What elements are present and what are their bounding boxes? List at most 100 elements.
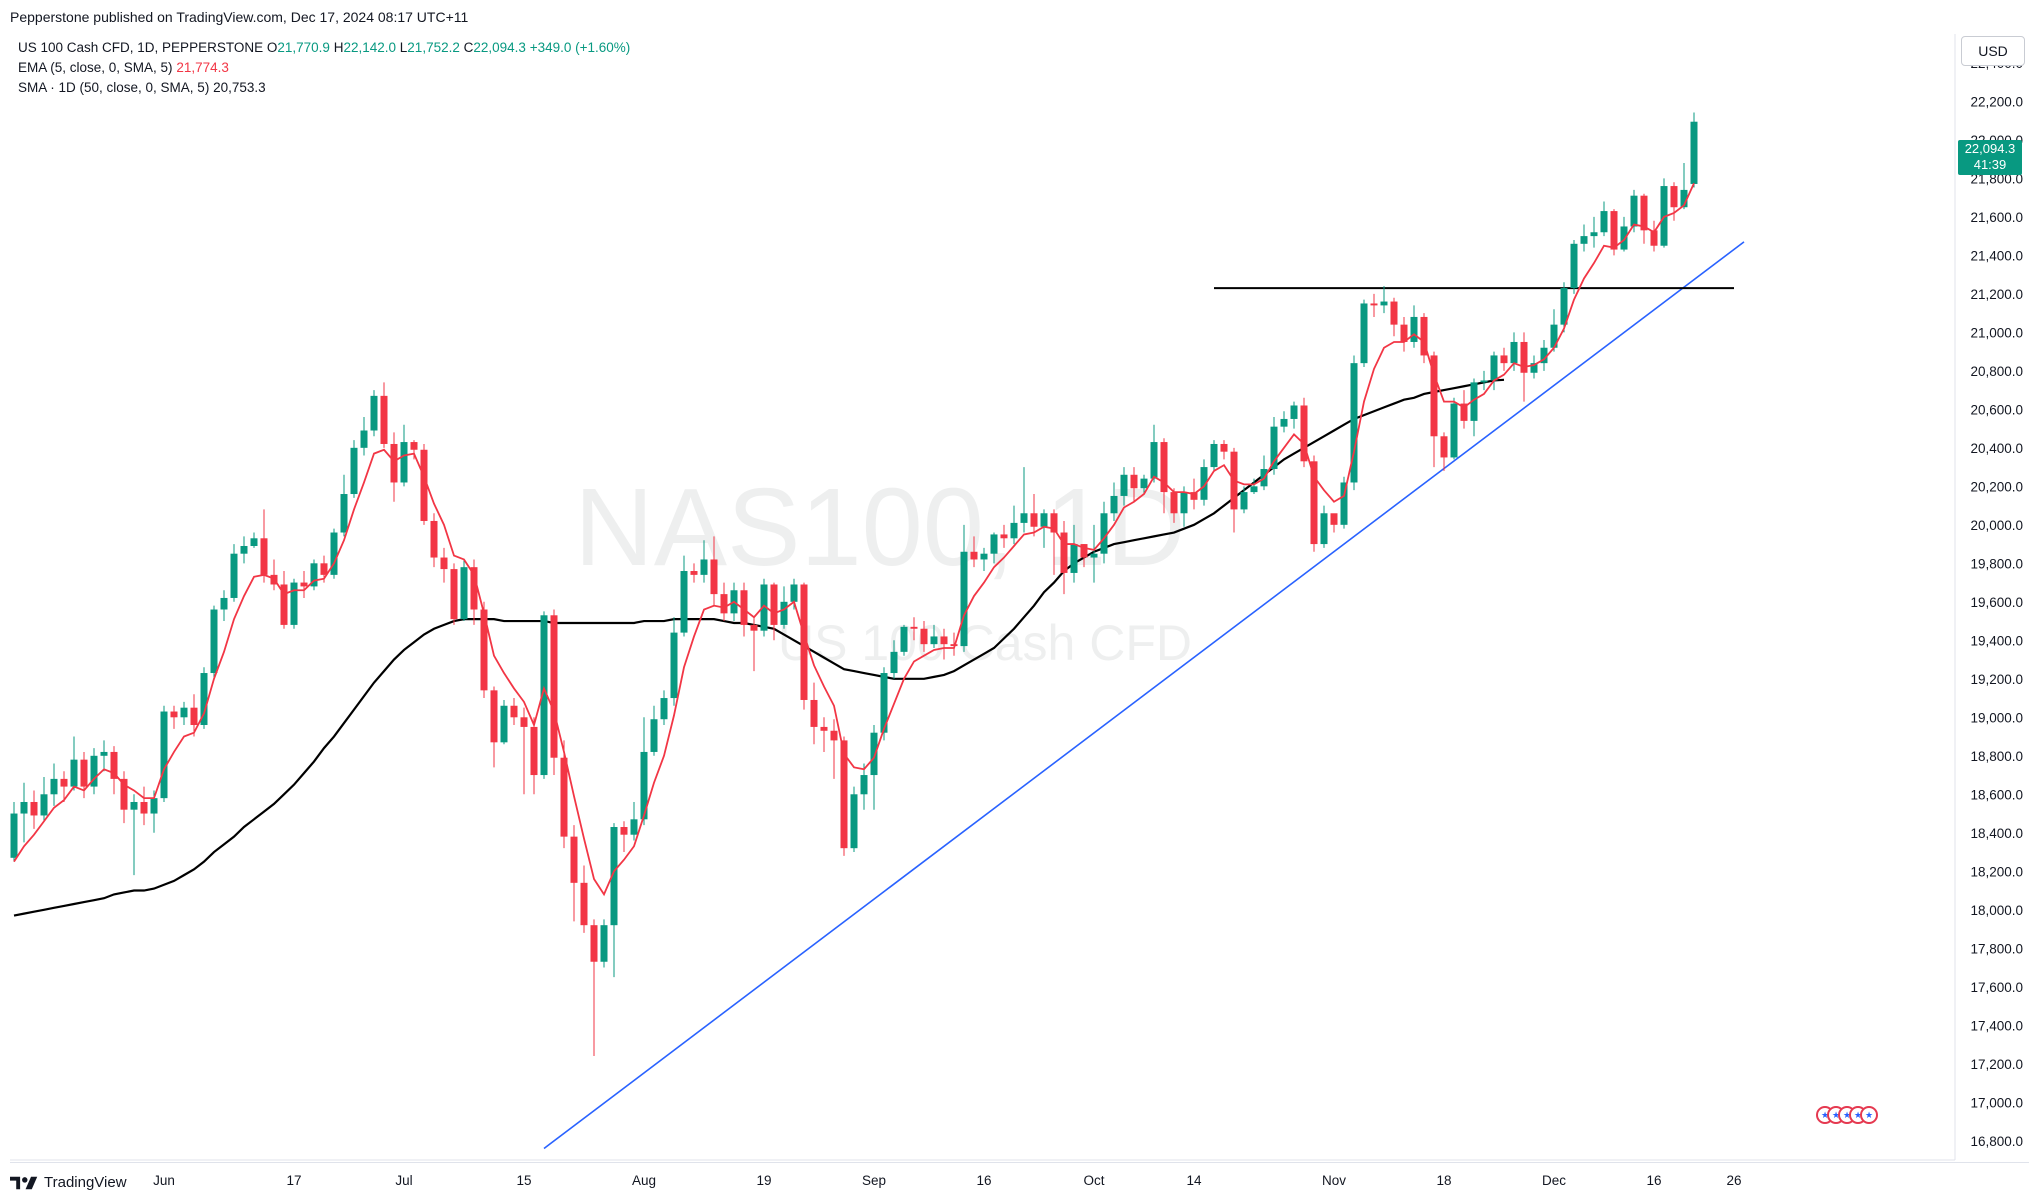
candle bbox=[1670, 182, 1678, 221]
candle-body bbox=[1640, 195, 1648, 231]
candle-body bbox=[1170, 492, 1178, 514]
candle-body bbox=[940, 636, 948, 645]
candle bbox=[1480, 370, 1488, 391]
candle-body bbox=[630, 819, 638, 835]
candle bbox=[640, 717, 648, 826]
candle-body bbox=[1330, 513, 1338, 525]
y-tick-label: 18,000.0 bbox=[1970, 903, 2023, 918]
candle-body bbox=[750, 624, 758, 631]
last-price-tag: 22,094.3 41:39 bbox=[1958, 140, 2022, 175]
time-axis[interactable]: Jun 17 Jul 15 Aug 19 Sep 16 Oct 14 Nov 18 Dec 16 26 bbox=[153, 1173, 1741, 1188]
candle bbox=[540, 611, 548, 779]
x-tick-label: Dec bbox=[1542, 1173, 1566, 1188]
candle bbox=[1550, 309, 1558, 352]
candle-body bbox=[410, 442, 418, 450]
candle-body bbox=[240, 545, 248, 554]
candle-body bbox=[330, 532, 338, 575]
candle-body bbox=[1270, 426, 1278, 470]
footer: TradingView bbox=[10, 1174, 127, 1191]
candle-body bbox=[620, 827, 628, 835]
candle bbox=[20, 782, 28, 843]
candle bbox=[1690, 112, 1698, 188]
candle bbox=[1420, 313, 1428, 364]
candle-body bbox=[1420, 316, 1428, 356]
candle bbox=[520, 707, 528, 795]
low-label: L bbox=[399, 40, 408, 55]
economic-events[interactable]: ★ ★ ★ ★ ★ bbox=[1816, 1106, 1878, 1124]
candle bbox=[680, 555, 688, 637]
candle-body bbox=[320, 563, 328, 575]
candle bbox=[900, 624, 908, 656]
candle bbox=[760, 578, 768, 637]
candle bbox=[1650, 220, 1658, 252]
candle bbox=[1270, 417, 1278, 475]
candle-body bbox=[470, 567, 478, 610]
trendline-group[interactable] bbox=[543, 241, 1745, 1150]
candle-body bbox=[650, 719, 658, 752]
candle-body bbox=[1580, 236, 1588, 244]
candle bbox=[360, 417, 368, 456]
candle-body bbox=[300, 582, 308, 587]
candle-body bbox=[1350, 363, 1358, 483]
x-tick-label: Jun bbox=[153, 1173, 175, 1188]
candle-body bbox=[920, 628, 928, 645]
candle-body bbox=[1310, 461, 1318, 545]
candle bbox=[1590, 216, 1598, 248]
x-tick-label: Jul bbox=[395, 1173, 412, 1188]
ema-row[interactable]: EMA (5, close, 0, SMA, 5) 21,774.3 bbox=[18, 58, 630, 78]
candle-body bbox=[110, 751, 118, 779]
candle bbox=[1200, 459, 1208, 506]
candle bbox=[280, 571, 288, 629]
publisher-line: Pepperstone published on TradingView.com… bbox=[10, 9, 469, 25]
sma-line bbox=[13, 378, 1505, 917]
candle bbox=[670, 617, 678, 706]
y-tick-label: 18,600.0 bbox=[1970, 787, 2023, 802]
candle-body bbox=[1440, 436, 1448, 458]
ema-line bbox=[13, 182, 1695, 897]
candle-body bbox=[510, 705, 518, 718]
candle-body bbox=[1380, 301, 1388, 306]
candle bbox=[90, 748, 98, 795]
y-tick-label: 21,200.0 bbox=[1970, 287, 2023, 302]
candle-body bbox=[1570, 243, 1578, 289]
y-tick-label: 19,400.0 bbox=[1970, 633, 2023, 648]
y-tick-label: 16,800.0 bbox=[1970, 1134, 2023, 1149]
candle-body bbox=[10, 813, 18, 858]
candle-body bbox=[860, 775, 868, 795]
candle bbox=[1100, 501, 1108, 564]
sma-row[interactable]: SMA · 1D (50, close, 0, SMA, 5) 20,753.3 bbox=[18, 78, 630, 98]
candle bbox=[1400, 316, 1408, 352]
close-value: 22,094.3 bbox=[473, 40, 526, 55]
candle-body bbox=[850, 794, 858, 849]
candle bbox=[1530, 355, 1538, 379]
tradingview-logo-icon[interactable] bbox=[10, 1175, 38, 1191]
candle-body bbox=[80, 759, 88, 787]
candle-body bbox=[960, 551, 968, 647]
candle-body bbox=[60, 778, 68, 787]
candle bbox=[100, 740, 108, 772]
candle-body bbox=[40, 794, 48, 816]
y-tick-label: 18,800.0 bbox=[1970, 749, 2023, 764]
candle-body bbox=[710, 559, 718, 595]
candle bbox=[920, 621, 928, 652]
candle bbox=[600, 919, 608, 968]
candle-body bbox=[170, 711, 178, 718]
symbol-line[interactable]: US 100 Cash CFD, 1D, PEPPERSTONE bbox=[18, 40, 264, 55]
candle-body bbox=[100, 751, 108, 756]
candle-body bbox=[770, 584, 778, 625]
candle-body bbox=[1010, 522, 1018, 539]
candle bbox=[630, 801, 638, 841]
x-tick-label: 14 bbox=[1186, 1173, 1202, 1188]
watermark-description: US 100 Cash CFD bbox=[778, 615, 1192, 671]
candle bbox=[200, 667, 208, 729]
close-label: C bbox=[463, 40, 474, 55]
y-tick-label: 18,400.0 bbox=[1970, 826, 2023, 841]
currency-selector[interactable]: USD bbox=[1961, 36, 2025, 66]
candle bbox=[1060, 520, 1068, 595]
brand-name[interactable]: TradingView bbox=[44, 1174, 127, 1191]
candle-body bbox=[1650, 230, 1658, 246]
candle-body bbox=[1530, 363, 1538, 373]
price-axis[interactable]: 16,800.0 17,000.0 17,200.0 17,400.0 17,600.0… bbox=[1970, 56, 2023, 1149]
us-flag-icon[interactable]: ★ bbox=[1860, 1106, 1878, 1124]
